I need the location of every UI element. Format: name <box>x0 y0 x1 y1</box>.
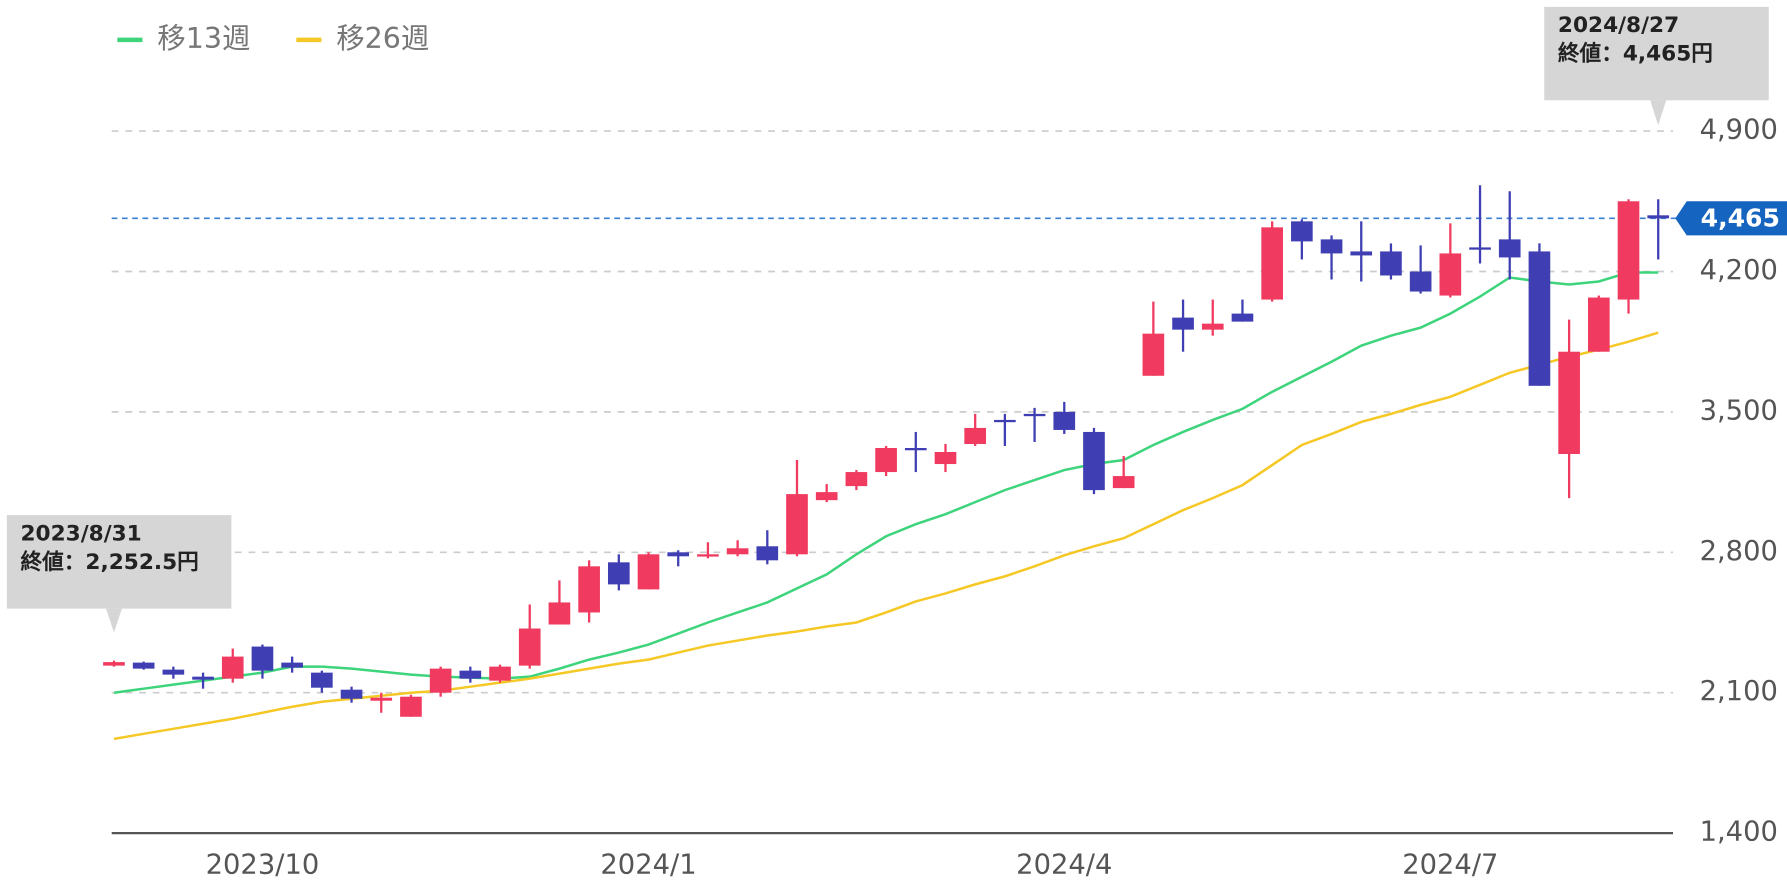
candle-body <box>311 672 333 688</box>
candle-body <box>578 566 600 613</box>
candle-body <box>251 646 274 671</box>
candle-body <box>370 697 393 701</box>
x-tick-label: 2023/10 <box>206 850 320 881</box>
y-tick-label: 1,400 <box>1700 817 1778 848</box>
candle-body <box>1172 317 1194 330</box>
candle-body <box>132 662 155 669</box>
candle-body <box>1469 247 1491 250</box>
candle-body <box>994 419 1016 423</box>
candle-body <box>756 546 779 561</box>
candle-body <box>815 492 838 501</box>
price-tag <box>1675 201 1787 236</box>
y-tick-label: 2,100 <box>1700 676 1778 707</box>
y-tick-label: 2,800 <box>1700 536 1778 567</box>
candle-body <box>489 666 511 681</box>
candle-body <box>281 662 303 668</box>
candle-body <box>1587 297 1610 352</box>
candle-body <box>786 494 808 555</box>
candle-body <box>875 447 897 473</box>
tooltip-arrow <box>105 608 122 633</box>
tooltip-date: 2023/8/31 <box>21 522 142 547</box>
candle-body <box>548 602 571 625</box>
y-tick-label: 3,500 <box>1700 395 1778 426</box>
candle-body <box>221 656 244 679</box>
legend-label: 移13週 <box>157 22 250 55</box>
candle-body <box>1231 313 1254 322</box>
legend-label: 移26週 <box>336 22 429 55</box>
candle-body <box>1291 221 1313 242</box>
tooltip-date: 2024/8/27 <box>1558 13 1679 38</box>
candle-body <box>192 676 214 680</box>
candle-body <box>1261 227 1283 300</box>
candle-body <box>103 662 125 666</box>
candle-body <box>934 452 957 465</box>
candle-body <box>964 427 987 444</box>
candle-body <box>1558 351 1580 455</box>
candle-body <box>1201 323 1224 330</box>
candle-body <box>1528 251 1551 386</box>
candle-body <box>1409 271 1432 292</box>
y-tick-label: 4,900 <box>1700 115 1778 146</box>
tooltip-value: 終値：2,252.5円 <box>21 549 199 575</box>
tooltip-value: 終値：4,465円 <box>1558 41 1713 67</box>
moving-average-line <box>113 271 1659 694</box>
candle-body <box>904 447 927 451</box>
candle-body <box>1023 413 1046 417</box>
candle-body <box>726 548 749 555</box>
tooltip-box <box>6 515 232 609</box>
tooltip-box <box>1544 6 1769 101</box>
x-tick-label: 2024/4 <box>1016 850 1112 881</box>
candle-body <box>1647 215 1670 219</box>
candle-body <box>518 628 541 666</box>
x-tick-label: 2024/1 <box>600 850 696 881</box>
candle-body <box>637 554 660 590</box>
y-tick-label: 4,200 <box>1700 255 1778 286</box>
candle-body <box>1053 411 1076 430</box>
candle-body <box>1083 431 1105 491</box>
candle-body <box>459 670 482 679</box>
candle-body <box>1617 201 1640 300</box>
candle-body <box>1320 239 1343 254</box>
candle-body <box>162 669 185 675</box>
candle-body <box>667 552 690 557</box>
candle-body <box>429 668 452 693</box>
candle-body <box>1498 239 1521 258</box>
tooltip-arrow <box>1650 100 1667 126</box>
candle-body <box>1142 333 1165 376</box>
price-tag-label: 4,465 <box>1701 203 1780 232</box>
candle-body <box>607 562 630 585</box>
candle-body <box>340 689 363 699</box>
candle-body <box>1112 476 1135 489</box>
candle-body <box>845 472 868 487</box>
moving-average-line <box>113 331 1659 741</box>
candle-body <box>1439 253 1462 296</box>
x-tick-label: 2024/7 <box>1402 850 1498 881</box>
candle-body <box>1350 251 1373 256</box>
candle-body <box>697 554 719 557</box>
candle-body <box>400 696 422 717</box>
candle-body <box>1380 251 1402 276</box>
